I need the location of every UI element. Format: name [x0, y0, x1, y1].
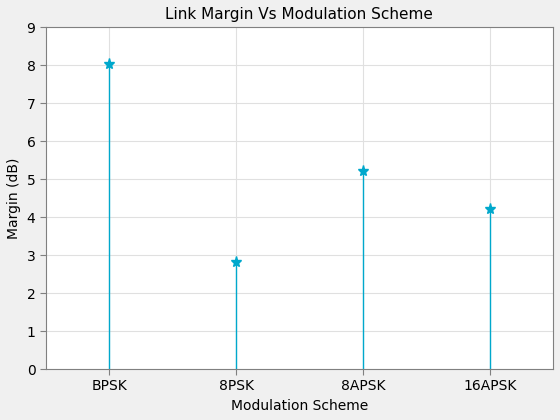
Title: Link Margin Vs Modulation Scheme: Link Margin Vs Modulation Scheme	[166, 7, 433, 22]
X-axis label: Modulation Scheme: Modulation Scheme	[231, 399, 368, 413]
Y-axis label: Margin (dB): Margin (dB)	[7, 158, 21, 239]
